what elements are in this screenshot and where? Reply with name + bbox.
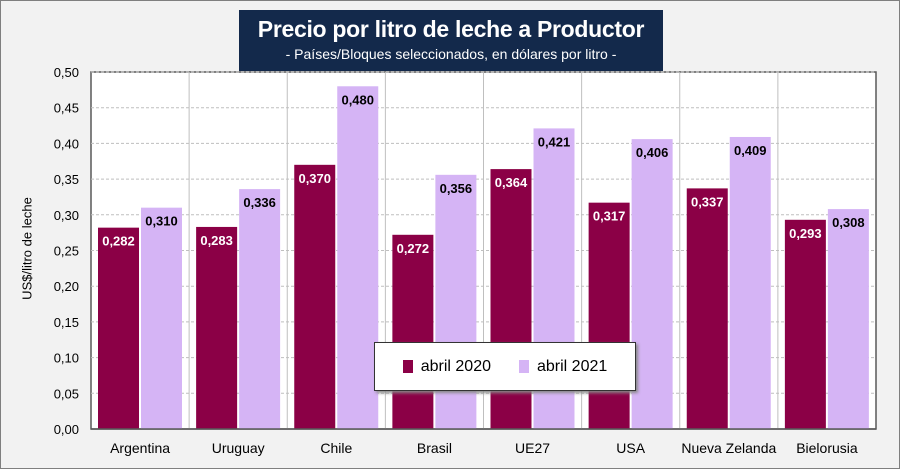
bar-2020 xyxy=(784,219,826,429)
legend-label: abril 2021 xyxy=(537,357,608,375)
data-label: 0,310 xyxy=(145,214,178,229)
data-label: 0,272 xyxy=(397,241,430,256)
y-tick-label: 0,30 xyxy=(54,208,79,223)
y-tick-label: 0,40 xyxy=(54,136,79,151)
bar-2020 xyxy=(686,188,728,429)
y-tick-label: 0,50 xyxy=(54,65,79,80)
x-tick-label: Uruguay xyxy=(212,440,265,456)
data-label: 0,293 xyxy=(789,226,822,241)
x-tick-label: Nueva Zelanda xyxy=(681,440,776,456)
legend: abril 2020 abril 2021 xyxy=(374,342,636,391)
legend-swatch xyxy=(519,360,529,373)
legend-label: abril 2020 xyxy=(420,357,491,375)
bar-2020 xyxy=(294,164,336,429)
bar-2020 xyxy=(392,234,434,429)
bar-2020 xyxy=(98,227,139,429)
data-label: 0,336 xyxy=(243,195,276,210)
chart-title: Precio por litro de leche a Productor xyxy=(257,16,645,42)
bar-2021 xyxy=(631,139,673,429)
y-tick-label: 0,00 xyxy=(54,422,79,437)
x-tick-label: Brasil xyxy=(417,440,452,456)
y-tick-label: 0,45 xyxy=(54,101,79,116)
y-tick-label: 0,20 xyxy=(54,279,79,294)
data-label: 0,409 xyxy=(734,143,767,158)
bar-2021 xyxy=(141,207,182,429)
data-label: 0,406 xyxy=(636,145,669,160)
chart-subtitle: - Países/Bloques seleccionados, en dólar… xyxy=(285,46,617,62)
bar-2020 xyxy=(196,226,238,429)
bar-2021 xyxy=(729,136,771,429)
data-label: 0,356 xyxy=(440,181,473,196)
y-tick-label: 0,10 xyxy=(54,351,79,366)
x-tick-label: Bielorusia xyxy=(796,440,858,456)
legend-swatch xyxy=(402,360,413,373)
data-label: 0,317 xyxy=(593,209,626,224)
y-tick-label: 0,05 xyxy=(54,386,79,401)
data-label: 0,421 xyxy=(538,134,571,149)
x-tick-label: USA xyxy=(616,440,645,456)
bar-2020 xyxy=(588,202,630,429)
y-tick-label: 0,35 xyxy=(54,172,79,187)
data-label: 0,370 xyxy=(298,171,331,186)
bar-2021 xyxy=(239,189,281,429)
y-tick-label: 0,25 xyxy=(54,244,79,259)
data-label: 0,283 xyxy=(200,233,233,248)
data-label: 0,282 xyxy=(102,234,135,249)
bar-2021 xyxy=(337,86,379,429)
x-tick-label: Argentina xyxy=(110,440,170,456)
data-label: 0,364 xyxy=(495,175,528,190)
legend-item-2021: abril 2021 xyxy=(519,358,607,376)
data-label: 0,308 xyxy=(832,215,865,230)
data-label: 0,337 xyxy=(691,194,724,209)
data-label: 0,480 xyxy=(341,92,374,107)
legend-item-2020: abril 2020 xyxy=(402,357,491,376)
x-tick-label: UE27 xyxy=(515,440,550,456)
y-tick-label: 0,15 xyxy=(54,315,79,330)
bar-2021 xyxy=(827,209,869,429)
x-tick-label: Chile xyxy=(320,440,352,456)
title-box: Precio por litro de leche a Productor - … xyxy=(239,10,663,71)
